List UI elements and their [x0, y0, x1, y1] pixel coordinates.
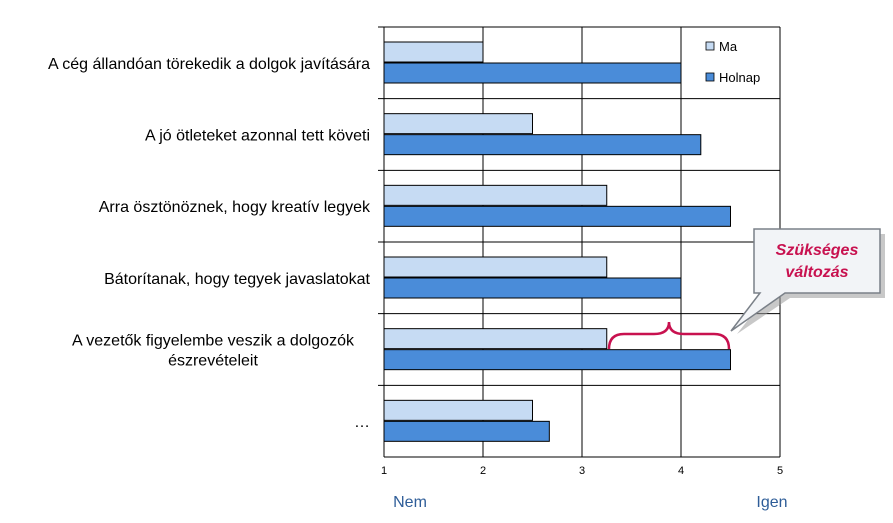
change-callout: Szükséges változás [730, 228, 885, 334]
x-tick-label: 4 [678, 465, 684, 477]
legend-swatch-holnap [705, 72, 715, 82]
bar-ma-5 [383, 399, 533, 421]
bar-holnap-5 [383, 420, 550, 442]
x-tick-label: 1 [381, 465, 387, 477]
category-label: A vezetők figyelembe veszik a dolgozók és… [72, 333, 355, 370]
category-label: … [354, 414, 370, 431]
bar-holnap-2 [383, 205, 731, 227]
change-brace [607, 321, 731, 350]
bar-ma-2 [383, 184, 608, 206]
callout-box [730, 228, 881, 332]
bar-ma-1 [383, 113, 533, 135]
x-tick-label: 5 [777, 465, 783, 477]
category-label: A jó ötleteket azonnal tett követi [145, 128, 370, 145]
x-axis-low-label: Nem [393, 494, 427, 511]
bar-ma-0 [383, 41, 484, 63]
legend-label-ma: Ma [719, 39, 738, 54]
category-label: Arra ösztönöznek, hogy kreatív legyek [99, 199, 371, 216]
bar-holnap-0 [383, 62, 682, 84]
bar-ma-4 [383, 328, 608, 350]
legend: Ma Holnap [705, 39, 760, 85]
category-label: Bátorítanak, hogy tegyek javaslatokat [104, 271, 370, 288]
x-tick-label: 2 [480, 465, 486, 477]
bar-ma-3 [383, 256, 608, 278]
legend-label-holnap: Holnap [719, 70, 760, 85]
category-labels: A cég állandóan törekedik a dolgok javít… [48, 56, 371, 431]
bar-holnap-1 [383, 134, 702, 156]
callout-line-1: Szükséges [776, 242, 859, 259]
callout-line-2: változás [785, 264, 848, 281]
category-label: A cég állandóan törekedik a dolgok javít… [48, 56, 370, 73]
x-axis-high-label: Igen [756, 494, 787, 511]
legend-swatch-ma [705, 41, 715, 51]
bar-holnap-3 [383, 277, 682, 299]
x-tick-label: 3 [579, 465, 585, 477]
gridlines [378, 26, 781, 458]
x-axis-ticks: 1 2 3 4 5 [381, 465, 783, 477]
bars [383, 41, 731, 442]
bar-holnap-4 [383, 349, 731, 371]
